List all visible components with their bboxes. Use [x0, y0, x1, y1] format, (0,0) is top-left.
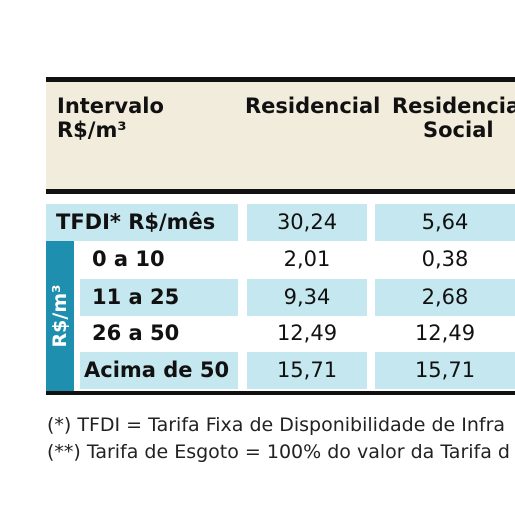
- tfdi-label: TFDI* R$/mês: [56, 210, 216, 234]
- unit-side-label: R$/m³: [49, 284, 71, 348]
- header-unit: R$/m³: [57, 118, 127, 142]
- row-social: 0,38: [421, 247, 469, 271]
- table-header: [46, 82, 515, 189]
- table-row: [80, 352, 238, 389]
- tfdi-residencial: 30,24: [247, 204, 367, 241]
- tfdi-label-cell: [46, 204, 238, 241]
- range-label: 11 a 25: [92, 285, 180, 309]
- row-social: 12,49: [414, 321, 476, 345]
- table-row: [80, 279, 238, 316]
- header-social: Social: [423, 118, 494, 142]
- bottom-rule: [46, 391, 515, 395]
- range-label: Acima de 50: [84, 358, 230, 382]
- row-social: 2,68: [375, 279, 515, 316]
- header-intervalo: Intervalo: [57, 94, 164, 118]
- top-rule: [46, 77, 515, 82]
- footnote-tfdi: (*) TFDI = Tarifa Fixa de Disponibilidad…: [47, 414, 506, 436]
- row-residencial: 2,01: [283, 247, 331, 271]
- header-residencial-social: Residencial: [392, 94, 515, 118]
- row-residencial: 9,34: [247, 279, 367, 316]
- range-label: 26 a 50: [92, 321, 180, 345]
- header-residencial: Residencial: [245, 94, 381, 118]
- row-residencial: 15,71: [247, 352, 367, 389]
- row-residencial: 12,49: [276, 321, 338, 345]
- range-label: 0 a 10: [92, 247, 165, 271]
- tfdi-social: 5,64: [375, 204, 515, 241]
- footnote-esgoto: (**) Tarifa de Esgoto = 100% do valor da…: [47, 441, 510, 463]
- row-social: 15,71: [375, 352, 515, 389]
- unit-side-band: [46, 241, 74, 391]
- header-bottom-rule: [46, 189, 515, 194]
